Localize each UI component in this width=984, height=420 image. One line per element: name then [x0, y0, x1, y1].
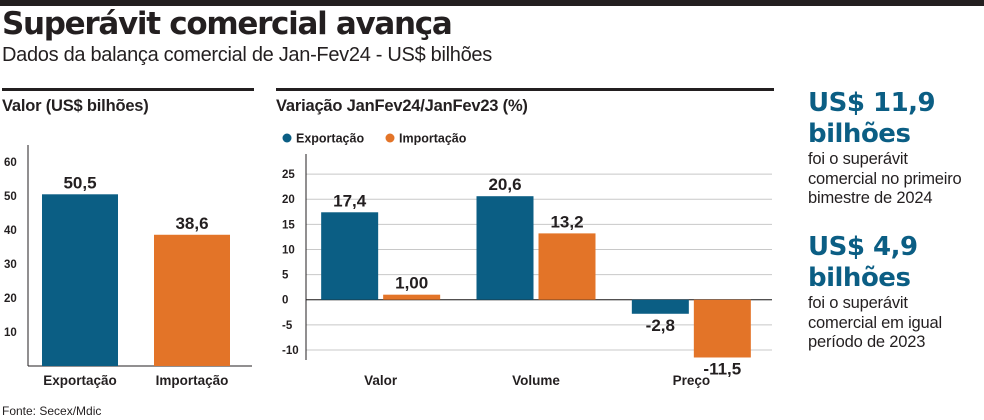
chart2-legend-marker-exportacao — [282, 133, 292, 143]
chart1-y-tick-label: 50 — [4, 191, 17, 203]
top-rule — [0, 0, 984, 6]
chart2-value-label: -2,8 — [646, 316, 675, 335]
callout-2023-line2: comercial em igual — [808, 313, 942, 332]
chart2-y-tick-label: 15 — [282, 219, 295, 231]
chart1-value-label: 50,5 — [63, 173, 96, 192]
chart2-legend-label: Importação — [399, 132, 467, 146]
chart2-value-label: -11,5 — [703, 359, 741, 378]
chart2-category-label: Valor — [364, 373, 398, 388]
chart1-y-tick-label: 10 — [4, 327, 17, 339]
callout-2023-line3: período de 2023 — [808, 333, 926, 351]
callout-2024: US$ 11,9 bilhões foi o superávit comerci… — [808, 88, 984, 209]
chart2-bar-valor-exportacao — [321, 212, 379, 300]
chart1-y-tick-label: 40 — [4, 225, 17, 237]
chart2-value-label: 20,6 — [488, 175, 521, 194]
chart2-category-label: Volume — [512, 373, 560, 388]
chart2-bar-preco-exportacao — [631, 299, 689, 314]
chart2-y-tick-label: 5 — [282, 270, 289, 282]
chart2-title: Variação JanFev24/JanFev23 (%) — [276, 97, 528, 115]
chart2-y-tick-label: 10 — [282, 244, 295, 256]
chart2-category-label: Preço — [673, 373, 711, 388]
callout-2024-unit: bilhões — [808, 119, 911, 149]
chart2-value-label: 17,4 — [333, 191, 367, 210]
chart2-y-tick-label: 25 — [282, 169, 295, 181]
chart2-legend-marker-importacao — [385, 133, 395, 143]
chart2-y-tick-label: -5 — [282, 320, 293, 332]
chart2-bar-volume-exportacao — [476, 196, 534, 300]
chart2-y-tick-label: 0 — [282, 295, 288, 307]
chart2-bar-valor-importacao — [383, 294, 441, 300]
callout-2023: US$ 4,9 bilhões foi o superávit comercia… — [808, 232, 984, 353]
callout-2024-amount: US$ 11,9 — [808, 88, 936, 118]
chart2-y-tick-label: 20 — [282, 194, 295, 206]
page-title: Superávit comercial avança — [2, 6, 453, 42]
chart2-y-tick-label: -10 — [282, 345, 299, 357]
chart2-top-rule — [276, 88, 774, 91]
callout-2023-line1: foi o superávit — [808, 294, 908, 312]
chart1-y-tick-label: 60 — [4, 157, 17, 169]
chart1-y-tick-label: 30 — [4, 259, 17, 271]
chart1-bar-importacao — [154, 234, 230, 366]
chart1-category-label: Exportação — [43, 373, 117, 388]
chart1-value-label: 38,6 — [175, 214, 208, 233]
chart1-category-label: Importação — [156, 373, 229, 388]
callout-2024-line2: comercial no primeiro — [808, 169, 962, 188]
chart1-bar-exportacao — [42, 194, 118, 366]
chart2-bar-preco-importacao — [693, 299, 751, 358]
chart2-legend-label: Exportação — [296, 132, 364, 146]
callout-2023-amount: US$ 4,9 — [808, 232, 918, 262]
chart1-top-rule — [2, 88, 254, 91]
callout-2024-line3: bimestre de 2024 — [808, 189, 933, 207]
callout-2024-line1: foi o superávit — [808, 150, 908, 168]
chart1-title: Valor (US$ bilhões) — [2, 97, 149, 115]
chart2-value-label: 13,2 — [550, 212, 583, 231]
source-note: Fonte: Secex/Mdic — [2, 404, 102, 418]
chart2-bar-volume-importacao — [538, 233, 596, 300]
callout-2023-unit: bilhões — [808, 263, 911, 293]
page-subtitle: Dados da balança comercial de Jan-Fev24 … — [2, 44, 492, 66]
chart2-value-label: 1,00 — [395, 274, 428, 293]
chart1-y-tick-label: 20 — [4, 293, 17, 305]
